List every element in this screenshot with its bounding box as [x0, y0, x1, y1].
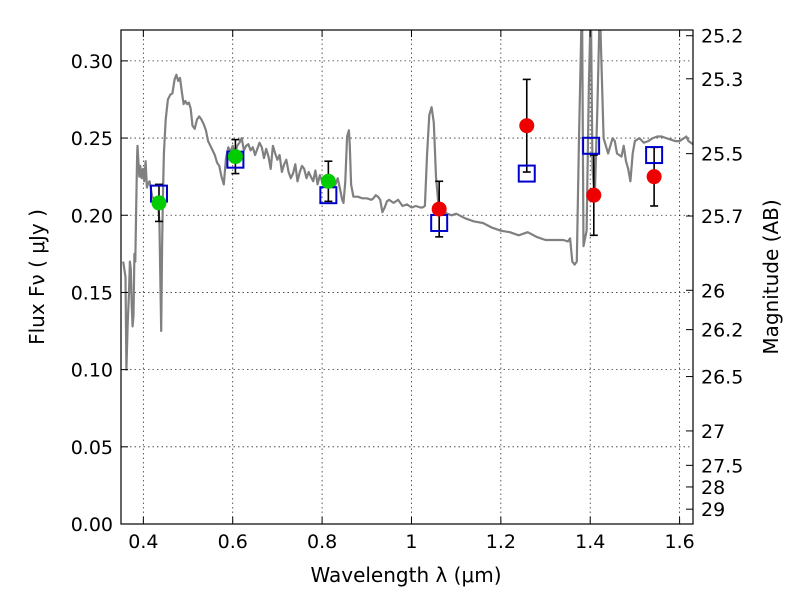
observed-optical-point	[227, 149, 243, 165]
x-tick-label: 1.6	[664, 531, 694, 553]
observed-optical-point	[151, 195, 167, 211]
y-tick-label: 0.25	[71, 128, 113, 150]
model-photometry-square	[517, 164, 536, 183]
model-spectrum-line	[122, 30, 693, 371]
x-tick-label: 1.4	[575, 531, 605, 553]
right-tick-label: 25.2	[701, 26, 743, 48]
x-tick-label: 1	[405, 531, 417, 553]
observed-infrared-point	[646, 169, 662, 185]
y-tick-label: 0.10	[71, 360, 113, 382]
observed-infrared-point	[431, 201, 447, 217]
model-photometry-square	[582, 136, 601, 155]
x-tick-label: 1.2	[486, 531, 516, 553]
y-tick-label: 0.30	[71, 51, 113, 73]
observed-infrared-point	[586, 187, 602, 203]
x-axis-label: Wavelength λ (μm)	[310, 563, 501, 587]
y-axis-label-left: Flux Fν ( μJy )	[25, 209, 49, 345]
right-tick-label: 26	[701, 280, 725, 302]
right-tick-label: 27	[701, 421, 725, 443]
right-tick-label: 27.5	[701, 455, 743, 477]
y-tick-label: 0.00	[71, 514, 113, 536]
model-photometry-square	[645, 146, 664, 165]
y-tick-label: 0.20	[71, 205, 113, 227]
y-tick-label: 0.05	[71, 437, 113, 459]
grid	[121, 30, 693, 524]
observed-infrared-point	[519, 118, 535, 134]
y-tick-label: 0.15	[71, 282, 113, 304]
plot-area	[122, 30, 693, 371]
right-tick-label: 25.7	[701, 206, 743, 228]
right-tick-label: 26.2	[701, 320, 743, 342]
right-tick-label: 26.5	[701, 367, 743, 389]
x-tick-label: 0.6	[218, 531, 248, 553]
x-tick-label: 0.8	[307, 531, 337, 553]
right-tick-label: 25.3	[701, 69, 743, 91]
observed-optical-point	[320, 173, 336, 189]
right-tick-label: 29	[701, 499, 725, 521]
right-tick-label: 28	[701, 477, 725, 499]
y-axis-label-right: Magnitude (AB)	[759, 199, 783, 354]
x-tick-label: 0.4	[128, 531, 158, 553]
axis-ticks: 0.4 0.6 0.8 1 1.2 1.4 1.6 0.00 0.05 0.10 0.15 0.20 0…	[71, 26, 744, 553]
plot-frame	[120, 29, 694, 525]
right-tick-label: 25.5	[701, 144, 743, 166]
